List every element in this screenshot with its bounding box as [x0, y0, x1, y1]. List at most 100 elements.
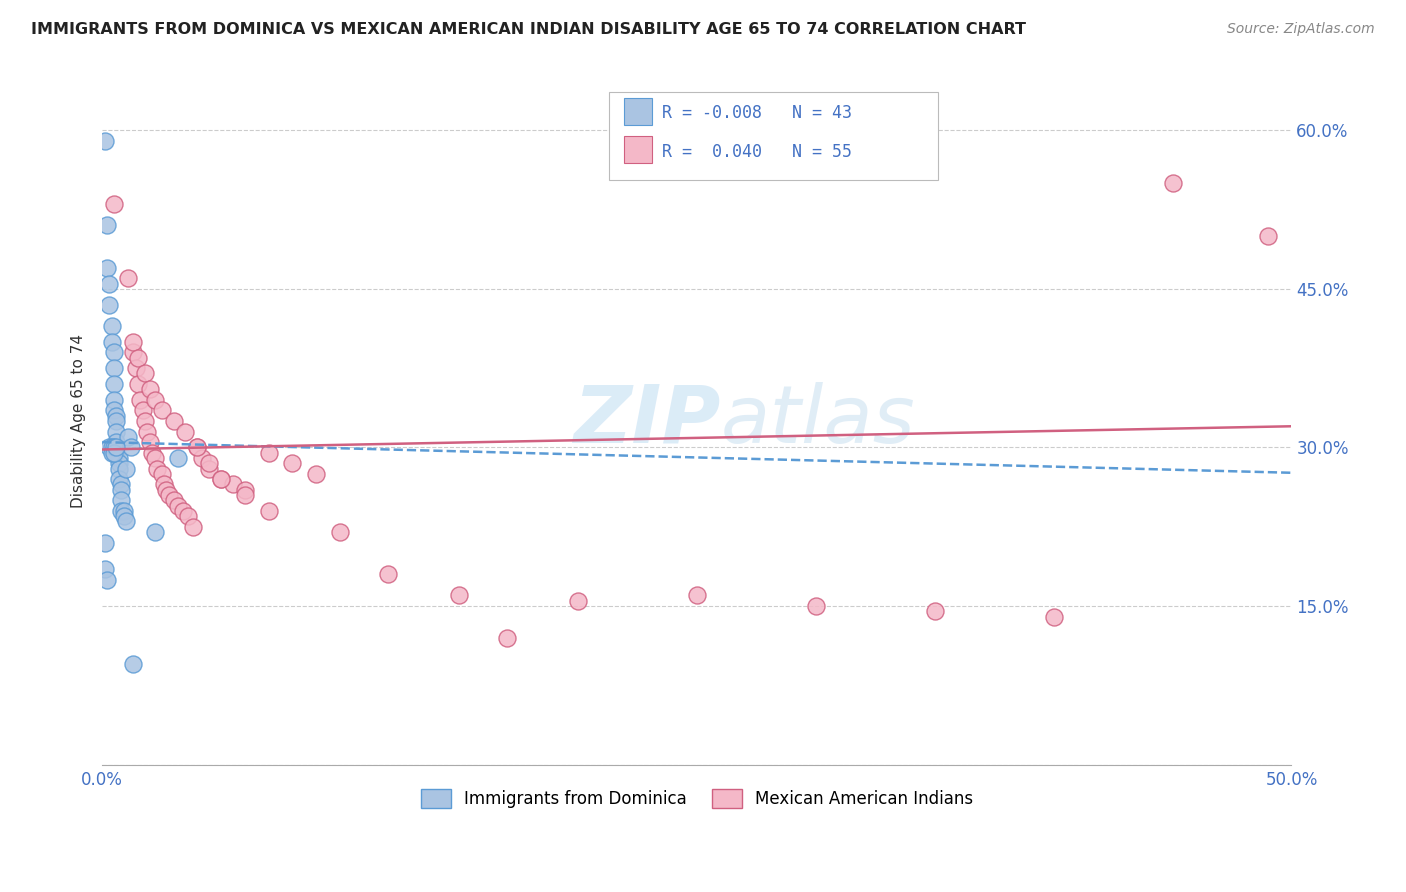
Point: [117, 271, 139, 285]
Point: [143, 450, 166, 465]
Point: [157, 488, 180, 502]
Point: [98, 277, 121, 291]
Point: [110, 504, 132, 518]
Point: [103, 361, 125, 376]
Point: [100, 445, 122, 459]
Point: [198, 456, 221, 470]
Point: [567, 593, 589, 607]
Point: [93, 134, 115, 148]
Point: [329, 524, 352, 539]
Point: [134, 367, 156, 381]
Point: [1042, 609, 1064, 624]
Point: [686, 588, 709, 602]
Point: [110, 477, 132, 491]
Point: [105, 441, 128, 455]
Text: Source: ZipAtlas.com: Source: ZipAtlas.com: [1227, 22, 1375, 37]
Legend: Immigrants from Dominica, Mexican American Indians: Immigrants from Dominica, Mexican Americ…: [413, 782, 980, 814]
Point: [108, 450, 131, 465]
Point: [495, 631, 517, 645]
Point: [186, 441, 208, 455]
Point: [122, 345, 145, 359]
Point: [257, 504, 280, 518]
Point: [112, 509, 135, 524]
Point: [377, 567, 399, 582]
Point: [177, 509, 200, 524]
Point: [257, 445, 280, 459]
Point: [124, 361, 146, 376]
Point: [167, 450, 190, 465]
Text: atlas: atlas: [721, 382, 915, 460]
Point: [108, 461, 131, 475]
Point: [93, 535, 115, 549]
Point: [105, 409, 128, 423]
Point: [172, 504, 194, 518]
Point: [112, 504, 135, 518]
Point: [222, 477, 245, 491]
Point: [146, 461, 169, 475]
Point: [122, 334, 145, 349]
Point: [162, 414, 184, 428]
Point: [103, 403, 125, 417]
Point: [924, 604, 946, 618]
Point: [281, 456, 304, 470]
Text: R =  0.040   N = 55: R = 0.040 N = 55: [662, 143, 852, 161]
Point: [136, 425, 159, 439]
Point: [96, 219, 118, 233]
Point: [96, 260, 118, 275]
Point: [198, 461, 221, 475]
Point: [93, 562, 115, 576]
Text: ZIP: ZIP: [574, 382, 721, 460]
Point: [139, 382, 162, 396]
Point: [115, 461, 138, 475]
Point: [127, 351, 149, 365]
Point: [233, 483, 256, 497]
Point: [143, 392, 166, 407]
Point: [108, 456, 131, 470]
Point: [305, 467, 328, 481]
Point: [143, 524, 166, 539]
Point: [155, 483, 177, 497]
Point: [191, 450, 214, 465]
Point: [447, 588, 470, 602]
Point: [1161, 176, 1184, 190]
Point: [103, 445, 125, 459]
Y-axis label: Disability Age 65 to 74: Disability Age 65 to 74: [72, 334, 86, 508]
Text: IMMIGRANTS FROM DOMINICA VS MEXICAN AMERICAN INDIAN DISABILITY AGE 65 TO 74 CORR: IMMIGRANTS FROM DOMINICA VS MEXICAN AMER…: [31, 22, 1026, 37]
Point: [115, 515, 138, 529]
Point: [96, 573, 118, 587]
Point: [162, 493, 184, 508]
Point: [129, 392, 152, 407]
Point: [150, 403, 173, 417]
Point: [209, 472, 232, 486]
Point: [122, 657, 145, 671]
Point: [98, 298, 121, 312]
Point: [131, 403, 153, 417]
Text: R = -0.008   N = 43: R = -0.008 N = 43: [662, 104, 852, 122]
Point: [120, 441, 142, 455]
Point: [174, 425, 197, 439]
Point: [103, 376, 125, 391]
Point: [103, 441, 125, 455]
Point: [181, 519, 204, 533]
Point: [186, 441, 208, 455]
Point: [150, 467, 173, 481]
Point: [167, 499, 190, 513]
Point: [139, 435, 162, 450]
Point: [100, 441, 122, 455]
Point: [103, 345, 125, 359]
Point: [233, 488, 256, 502]
Point: [209, 472, 232, 486]
Point: [1257, 229, 1279, 244]
Point: [105, 445, 128, 459]
Point: [103, 392, 125, 407]
Point: [804, 599, 827, 613]
Point: [105, 425, 128, 439]
Point: [127, 376, 149, 391]
Point: [103, 197, 125, 211]
Point: [100, 318, 122, 333]
Point: [110, 483, 132, 497]
Point: [98, 441, 121, 455]
Point: [105, 414, 128, 428]
Point: [117, 430, 139, 444]
Point: [153, 477, 176, 491]
